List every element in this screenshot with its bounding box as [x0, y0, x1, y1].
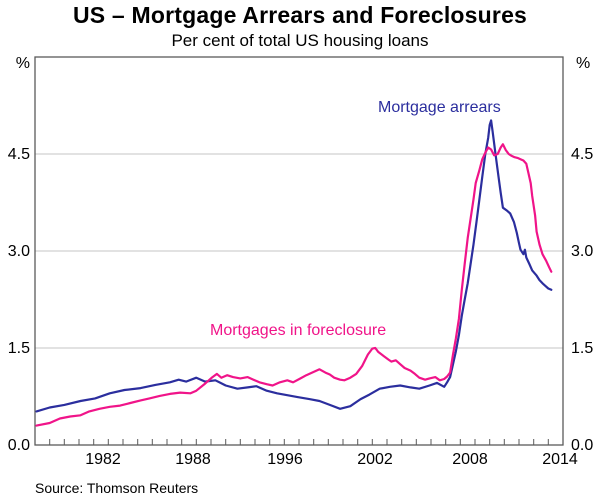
x-tick-label-1982: 1982 — [85, 451, 121, 468]
series-line-mortgage-arrears — [35, 119, 553, 413]
y-tick-label-right-4-5: 4.5 — [571, 146, 594, 163]
x-tick-label-1996: 1996 — [267, 451, 303, 468]
x-tick-label-2014: 2014 — [542, 451, 578, 468]
chart-subtitle: Per cent of total US housing loans — [171, 31, 429, 50]
x-tick-label-1988: 1988 — [175, 451, 211, 468]
y-tick-label-left-1-5: 1.5 — [7, 340, 30, 357]
y-tick-label-right-3-0: 3.0 — [571, 243, 594, 260]
y-tick-label-left-0-0: 0.0 — [7, 437, 30, 454]
page-title: US – Mortgage Arrears and Foreclosures — [72, 2, 528, 28]
y-tick-label-right-1-5: 1.5 — [571, 340, 594, 357]
plot-frame — [34, 56, 564, 446]
y-axis-unit-left: % — [15, 55, 30, 72]
y-tick-label-right-0-0: 0.0 — [571, 437, 594, 454]
x-tick-label-2002: 2002 — [357, 451, 393, 468]
y-tick-label-left-3-0: 3.0 — [7, 243, 30, 260]
y-tick-label-left-4-5: 4.5 — [7, 146, 30, 163]
y-axis-unit-right: % — [576, 55, 591, 72]
series-label-mortgages-in-foreclosure: Mortgages in foreclosure — [210, 322, 387, 339]
source-note: Source: Thomson Reuters — [35, 480, 199, 496]
series-label-mortgage-arrears: Mortgage arrears — [378, 99, 501, 116]
x-tick-label-2008: 2008 — [452, 451, 488, 468]
series-line-mortgages-in-foreclosure — [35, 143, 553, 427]
